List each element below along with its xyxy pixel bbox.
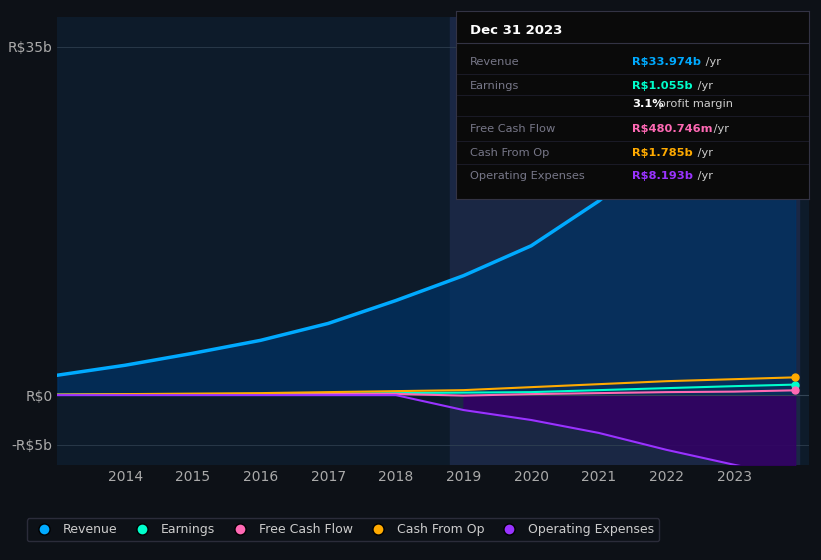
Text: Earnings: Earnings [470, 81, 519, 91]
Text: /yr: /yr [702, 57, 721, 67]
Text: /yr: /yr [710, 124, 729, 134]
Legend: Revenue, Earnings, Free Cash Flow, Cash From Op, Operating Expenses: Revenue, Earnings, Free Cash Flow, Cash … [26, 519, 659, 542]
Text: profit margin: profit margin [655, 99, 733, 109]
Text: /yr: /yr [695, 148, 713, 158]
Text: /yr: /yr [695, 81, 713, 91]
Text: R$8.193b: R$8.193b [632, 171, 693, 181]
Text: R$33.974b: R$33.974b [632, 57, 701, 67]
Text: Operating Expenses: Operating Expenses [470, 171, 585, 181]
Text: Revenue: Revenue [470, 57, 520, 67]
Text: R$1.055b: R$1.055b [632, 81, 693, 91]
Bar [450, 17, 799, 465]
Text: Free Cash Flow: Free Cash Flow [470, 124, 555, 134]
Text: /yr: /yr [695, 171, 713, 181]
Text: R$480.746m: R$480.746m [632, 124, 713, 134]
Text: 3.1%: 3.1% [632, 99, 664, 109]
Text: R$1.785b: R$1.785b [632, 148, 693, 158]
Text: Cash From Op: Cash From Op [470, 148, 549, 158]
Text: Dec 31 2023: Dec 31 2023 [470, 24, 562, 38]
